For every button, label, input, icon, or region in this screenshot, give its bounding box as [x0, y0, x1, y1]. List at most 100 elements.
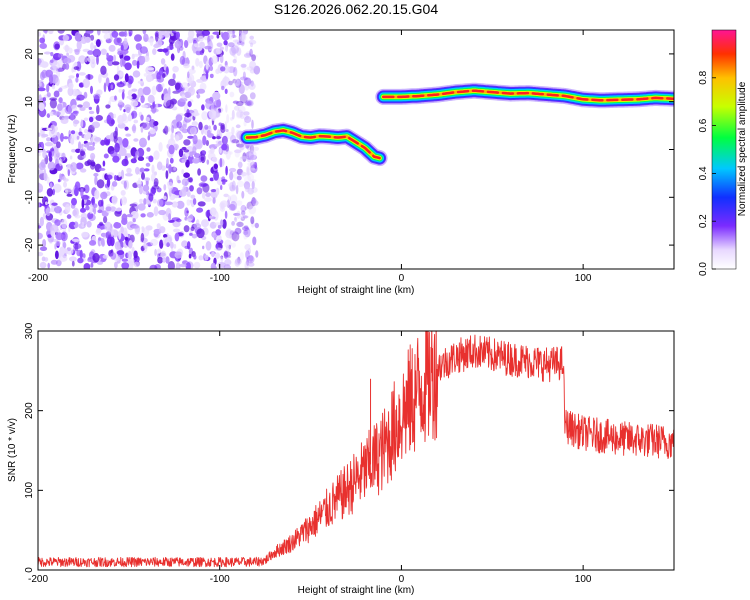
noise-blob: [91, 121, 101, 129]
noise-blob: [73, 119, 80, 125]
noise-blob: [89, 206, 93, 214]
noise-blob: [186, 191, 191, 197]
colorbar-tick-label: 0.4: [698, 166, 709, 180]
noise-blob: [235, 111, 243, 119]
noise-blob: [127, 250, 132, 260]
noise-blob: [59, 255, 68, 262]
noise-blob: [239, 94, 248, 104]
noise-blob: [250, 216, 255, 225]
noise-blob: [94, 175, 98, 186]
noise-blob: [236, 180, 245, 188]
colorbar-label: Normalized spectral amplitude: [737, 81, 748, 216]
noise-blob: [196, 187, 203, 195]
noise-blob: [225, 165, 228, 176]
noise-blob: [141, 172, 145, 180]
noise-blob: [106, 52, 109, 58]
noise-blob: [49, 97, 58, 101]
noise-blob: [248, 39, 257, 45]
noise-blob: [230, 182, 235, 187]
noise-blob: [245, 151, 254, 160]
noise-blob: [50, 230, 56, 237]
noise-blob: [97, 209, 103, 214]
noise-blob: [102, 160, 106, 167]
noise-blob: [175, 31, 180, 39]
noise-blob: [231, 139, 240, 144]
noise-blob: [225, 244, 231, 252]
noise-blob: [84, 160, 91, 167]
noise-blob: [114, 95, 117, 101]
noise-blob: [87, 55, 96, 63]
noise-blob: [204, 45, 212, 50]
noise-blob: [94, 189, 100, 200]
noise-blob: [193, 261, 201, 269]
noise-blob: [253, 65, 261, 75]
noise-blob: [50, 59, 54, 63]
noise-blob: [156, 223, 161, 229]
noise-blob: [229, 230, 235, 236]
noise-blob: [177, 179, 181, 184]
noise-blob: [39, 216, 45, 227]
noise-blob: [175, 114, 183, 122]
snr-x-tick-label: 100: [575, 574, 592, 585]
noise-blob: [192, 146, 197, 154]
noise-blob: [38, 225, 42, 229]
noise-blob: [216, 42, 223, 48]
noise-blob: [53, 145, 59, 154]
noise-blob: [192, 198, 197, 205]
noise-blob: [158, 142, 163, 152]
noise-blob: [123, 37, 128, 45]
noise-blob: [200, 175, 208, 182]
noise-blob: [248, 205, 257, 215]
noise-blob: [96, 228, 102, 234]
noise-blob: [131, 125, 136, 132]
noise-blob: [94, 137, 102, 142]
noise-blob: [46, 127, 53, 131]
noise-blob: [216, 243, 219, 250]
noise-blob: [124, 62, 132, 71]
noise-blob: [86, 142, 93, 146]
noise-blob: [113, 222, 122, 229]
noise-blob: [198, 60, 203, 69]
noise-blob: [71, 104, 78, 112]
noise-blob: [71, 260, 75, 267]
noise-blob: [52, 188, 55, 196]
noise-blob: [236, 229, 240, 235]
noise-blob: [228, 244, 231, 250]
noise-blob: [241, 64, 247, 71]
noise-blob: [75, 148, 81, 153]
colorbar-gradient: [711, 29, 737, 270]
noise-blob: [172, 220, 181, 228]
noise-blob: [131, 93, 137, 100]
snr-x-tick-label: -100: [210, 574, 230, 585]
noise-blob: [58, 158, 63, 167]
snr-panel: -200 -100 0 100 0 100 200 300 Height of straigh…: [7, 322, 675, 596]
noise-blob: [123, 55, 131, 61]
noise-blob: [242, 115, 250, 120]
noise-blob: [250, 80, 254, 87]
noise-blob: [50, 148, 54, 152]
noise-blob: [165, 99, 175, 109]
noise-blob: [137, 156, 145, 161]
noise-blob: [170, 241, 174, 249]
noise-blob: [212, 232, 217, 238]
noise-blob: [236, 221, 244, 227]
noise-blob: [251, 197, 256, 207]
noise-blob: [142, 86, 151, 96]
noise-blob: [38, 87, 46, 92]
noise-blob: [179, 97, 188, 103]
noise-blob: [250, 100, 254, 105]
noise-blob: [202, 135, 207, 146]
noise-blob: [118, 88, 123, 93]
noise-blob: [71, 197, 77, 206]
noise-blob: [212, 136, 216, 140]
noise-blob: [121, 262, 130, 269]
noise-blob: [155, 32, 159, 42]
noise-blob: [216, 136, 222, 140]
noise-blob: [103, 82, 107, 93]
noise-blob: [168, 144, 175, 155]
noise-blob: [196, 207, 204, 213]
noise-blob: [140, 213, 146, 218]
noise-blob: [245, 99, 253, 106]
snr-y-tick-label: 200: [24, 402, 35, 419]
noise-blob: [68, 82, 74, 90]
